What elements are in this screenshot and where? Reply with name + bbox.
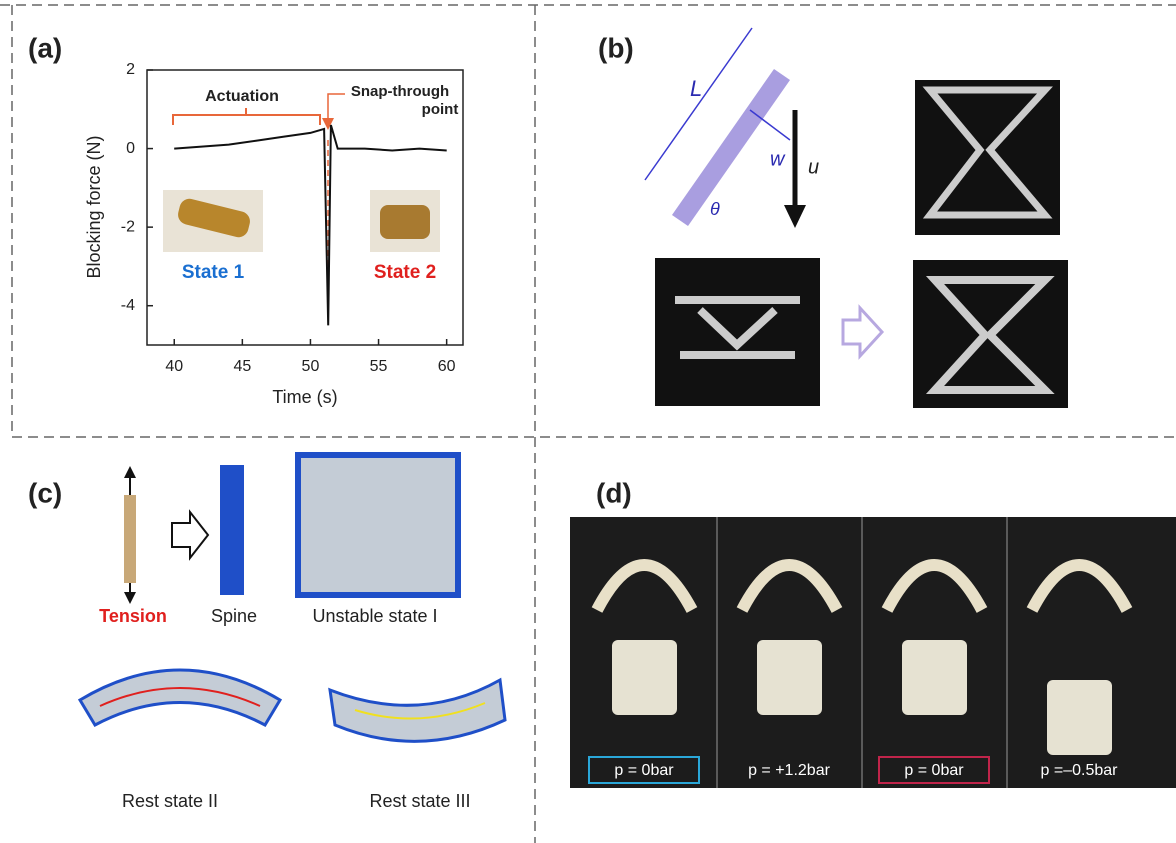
bracket [173,108,320,125]
panel-label: (b) [598,32,634,63]
arrow [843,308,882,356]
pressure-label: p = +1.2bar [748,762,831,779]
x-tick-label: 55 [370,358,388,375]
y-tick-label: -2 [121,218,135,235]
y-tick-label: -4 [121,297,135,314]
state-label: State 2 [374,262,436,283]
figure: (a) Time (s) Blocking force (N) Actuatio… [0,0,1176,843]
object [612,640,677,715]
object [757,640,822,715]
caption: Rest state II [122,791,218,811]
panel-a: (a) Time (s) Blocking force (N) Actuatio… [28,32,463,406]
symbol: w [770,148,786,170]
y-tick-label: 0 [126,140,135,157]
object [902,640,967,715]
caption: Unstable state I [312,606,437,626]
rest-model [80,670,280,725]
photo-object [380,205,430,239]
pressure-label: p = 0bar [904,762,964,779]
x-tick-label: 45 [233,358,251,375]
symbol: u [808,156,819,178]
x-tick-label: 40 [165,358,183,375]
x-tick-label: 60 [438,358,456,375]
panel-label: (a) [28,32,62,63]
panel-b: (b) L w θ u [598,28,1068,408]
annotation: Actuation [205,88,279,105]
unstable-model [298,455,458,595]
state-label: State 1 [182,262,245,283]
leader [328,94,345,118]
y-axis-label: Blocking force (N) [84,135,104,278]
caption: Spine [211,606,257,626]
x-tick-label: 50 [302,358,320,375]
annotation: point [422,101,459,118]
caption: Rest state III [369,791,470,811]
caption: Tension [99,606,167,626]
symbol: θ [710,199,720,219]
annotation: Snap-through [351,83,449,100]
spring [124,495,136,583]
panel-label: (c) [28,477,62,508]
panel-d: (d) p = 0bar p = +1.2bar p = 0bar p =–0.5ba… [570,477,1176,788]
x-axis-label: Time (s) [272,387,337,407]
spine [220,465,244,595]
photo [655,258,820,406]
panel-label: (d) [596,477,632,508]
y-tick-label: 2 [126,61,135,78]
pressure-label: p = 0bar [614,762,674,779]
arrow [172,512,208,558]
pressure-label: p =–0.5bar [1041,762,1119,779]
panel-c: (c) Tension Spine Unstable state I Rest … [28,455,505,811]
object [1047,680,1112,755]
symbol: L [690,76,702,101]
arrow [784,205,806,228]
